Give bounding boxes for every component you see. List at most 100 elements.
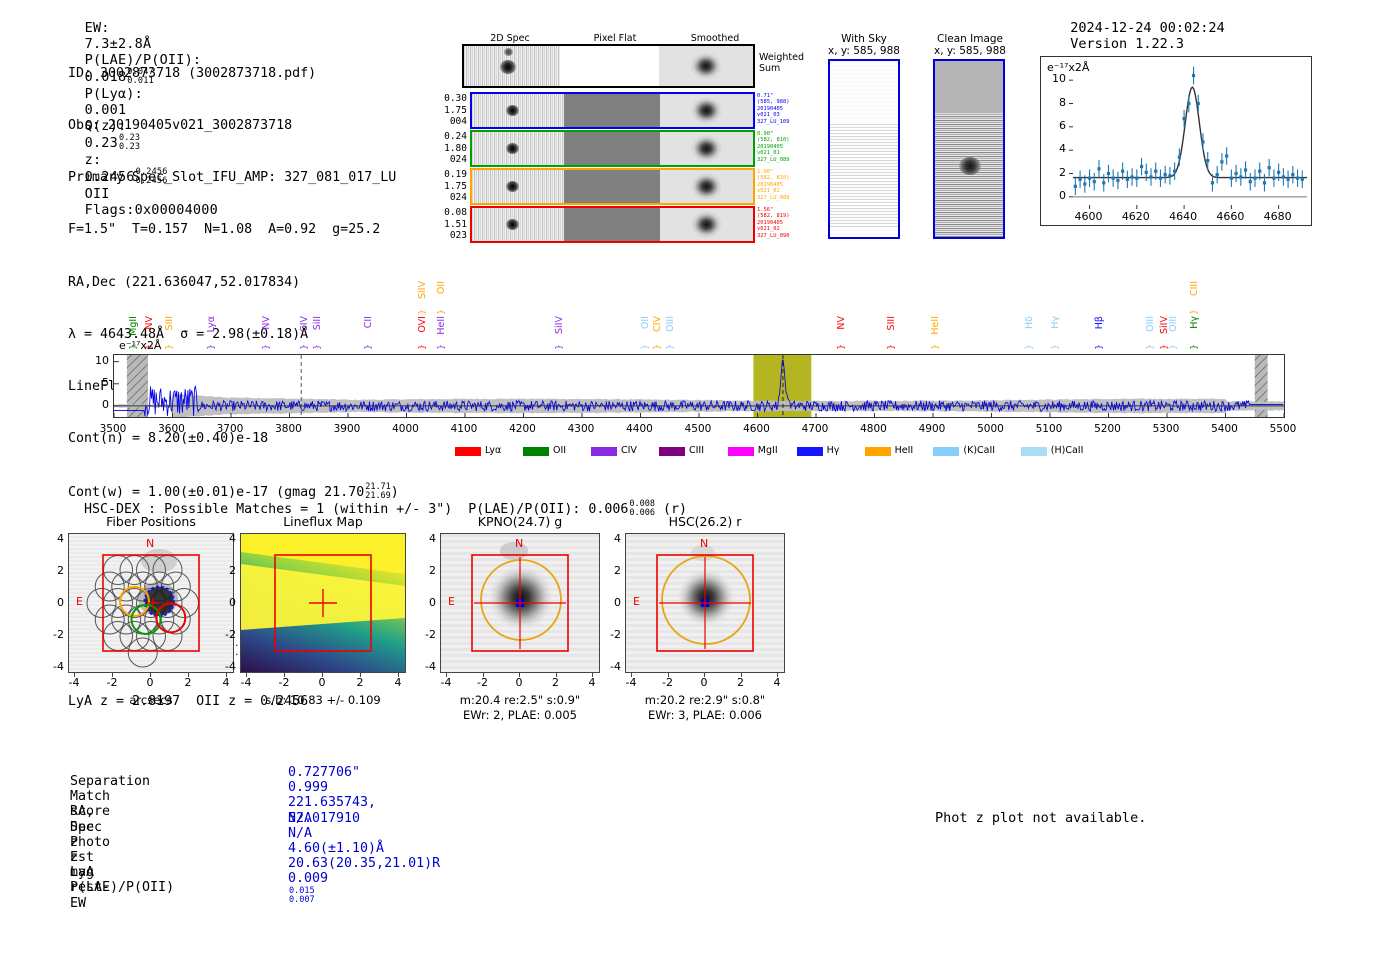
table-value: 0.009 0.015 0.007 [288,871,328,904]
panel-caption-0: arcsecs [129,693,173,707]
plya-value: 0.001 [84,102,127,118]
emission-label-SiII: SiII [311,316,323,331]
table-value: N/A [288,825,313,841]
fiber-metric: 1.51 [444,218,467,230]
flags-label: Flags:0x00004000 [84,202,218,218]
fiber-row-2[interactable] [470,168,755,205]
emission-label-CII: CII [363,316,375,329]
emission-label-SiIV: SiIV [553,316,565,334]
legend-swatch [933,447,960,456]
z-upper: 0.2456 [135,167,168,177]
fiber-id-line: 327_LU_089 [757,156,790,163]
emission-label-OIII: OIII [1168,316,1180,332]
panel-tick-mark [519,673,520,677]
fiber-row-0[interactable] [470,92,755,129]
compass-east-3: E [633,595,640,608]
emission-brace: { [415,344,426,350]
emission-label-CIV: CIV [298,316,310,332]
spectrum-xtick: 4400 [626,423,653,435]
clean-source-blob [959,157,981,175]
gmag-upper: 21.71 [365,481,391,492]
emission-brace: { [415,309,426,315]
emission-brace: { [434,309,445,315]
emission-label-NV: NV [144,316,156,330]
table-value: N/A [288,810,313,826]
table-key: Est LyA rest-EW [70,849,111,911]
image-panel-2[interactable] [440,533,600,673]
emission-brace: { [1048,344,1059,350]
plae-n-range: 0.040.03 [229,640,249,658]
panel-tick-mark [246,673,247,677]
fiber-row-0-smoothed [660,94,753,127]
image-panel-0[interactable] [68,533,234,673]
legend-swatch [523,447,549,456]
fiber-metric: 024 [449,192,467,203]
image-panel-3[interactable] [625,533,785,673]
info-radec: RA,Dec (221.636047,52.017834) [68,274,301,290]
table-value: 221.635743, 52.017910 [288,795,377,826]
fiber-id-line: v021_02 [757,226,780,233]
fiber-row-3-2dspec [472,208,564,241]
panel-xtick: 0 [515,676,523,689]
panel-ytick: 4 [57,532,64,545]
fiber-blob [506,181,519,192]
legend-swatch [796,447,823,456]
panel-xtick: -2 [662,676,673,689]
emission-label-H: Hγ [1049,316,1061,329]
emission-label-CIV: CIV [652,316,664,332]
emission-label-MgII: MgII [127,316,139,336]
gmag-range: 21.71 21.69 [365,481,391,501]
emission-label-OIII: OIII [664,316,676,332]
spectrum-xtick: 5000 [977,423,1004,435]
fiber-row-1[interactable] [470,130,755,167]
linefit-ytick: 0 [1059,188,1066,202]
emission-brace: { [835,344,846,350]
emission-label-OII: OII [435,281,447,295]
panel-ytick: 2 [614,564,621,577]
fiber-metric: 1.80 [444,142,467,154]
fiber-row-3-id-label: 1.56" (582, 819) 20190405 v021_02 327_LU_090 [757,207,805,239]
fiber-id-line: 1.56" [757,207,774,213]
table-key: RA, Dec [70,804,95,835]
compass-north-2: N [515,537,524,550]
fiber-row-3[interactable] [470,206,755,243]
table-key: Match score [70,789,111,820]
spectrum-xtick: 3500 [99,423,127,435]
fiber-id-line: 1.00" [757,169,774,175]
linefit-xtick: 4620 [1121,210,1150,223]
linefit-xtick: 4680 [1263,210,1292,223]
info-id: ID: 3002873718 (3002873718.pdf) [68,65,317,81]
panel-ytick: 2 [429,564,436,577]
panel-ytick: -2 [53,628,64,641]
legend-swatch [659,447,685,456]
spectrum-xtick: 4700 [801,423,829,435]
emission-label-H: Hβ [1093,316,1105,330]
fiber-row-1-metrics: 0.24 1.80 024 [441,131,467,166]
fiber-id-line: 0.71" [757,93,774,99]
compass-north-3: N [700,537,709,550]
linefit-xtick: 4660 [1216,210,1245,223]
fiber-metric: 1.75 [444,104,467,116]
panel-xtick: -2 [278,676,290,689]
linefit-ytick: 8 [1059,95,1066,109]
panel-xtick: 0 [700,676,708,689]
info-primary-spec: Primary Spec_Slot_IFU_AMP: 327_081_017_L… [68,170,397,186]
legend-label: OII [553,445,567,456]
info-obs: Obs: 20190405v021_3002873718 [68,118,293,134]
legend-label: Lyα [485,445,502,456]
panel-xtick: -4 [68,676,80,689]
fiber-blob [506,105,519,116]
panel-ytick: 0 [57,596,64,609]
legend-label: CIV [621,445,637,456]
z-range: 0.2456 0.2456 [136,168,168,186]
spectrum-xtick: 4200 [509,423,536,435]
emission-brace: { [1144,344,1155,350]
hsc-filter: (r) [663,502,688,517]
legend-swatch [727,447,754,456]
linefit-xtick: 4640 [1169,210,1198,223]
panel-xtick: 4 [222,676,230,689]
fiber-row-1-smoothed [660,132,753,165]
panel-tick-mark [740,673,742,677]
image-panel-1[interactable] [240,533,406,673]
spectrum-xtick: 3800 [275,423,302,435]
